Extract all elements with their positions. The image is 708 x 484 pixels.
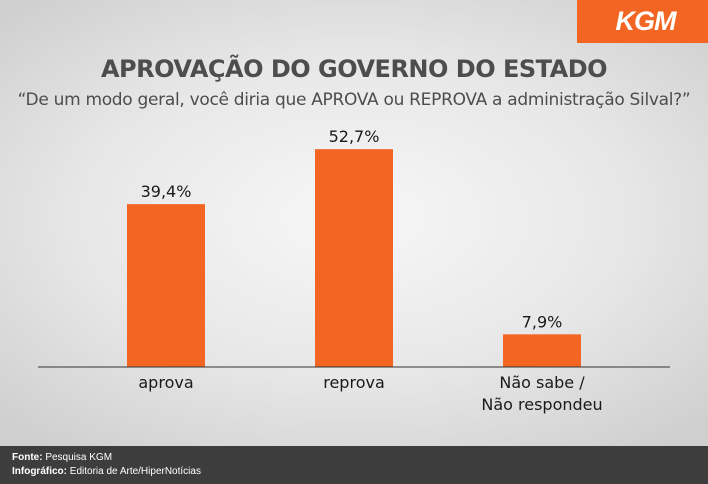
category-label-2-1: Não respondeu xyxy=(481,395,602,414)
chart-subtitle: “De um modo geral, você diria que APROVA… xyxy=(17,90,691,110)
bar-0 xyxy=(127,204,205,367)
source-value: Pesquisa KGM xyxy=(45,452,113,463)
bar-chart: 39,4% aprova 52,7% reprova 7,9% Não sabe / Não… xyxy=(38,127,670,414)
footer: Fonte: Pesquisa KGM Infográfico: Editori… xyxy=(0,446,708,484)
value-label-0: 39,4% xyxy=(141,182,192,201)
chart-title: APROVAÇÃO DO GOVERNO DO ESTADO xyxy=(100,55,608,83)
footer-source: Fonte: Pesquisa KGM xyxy=(12,451,696,465)
bar-1 xyxy=(315,149,393,367)
infographic-value: Editoria de Arte/HiperNotícias xyxy=(69,466,201,477)
infographic-label: Infográfico: xyxy=(12,466,67,477)
value-label-1: 52,7% xyxy=(329,127,380,146)
kgm-logo: KGM xyxy=(577,0,708,43)
labels-group: 39,4% aprova 52,7% reprova 7,9% Não sabe / Não… xyxy=(138,127,602,414)
category-label-0-0: aprova xyxy=(138,373,193,392)
category-label-2-0: Não sabe / xyxy=(499,373,585,392)
value-label-2: 7,9% xyxy=(522,312,563,331)
category-label-1-0: reprova xyxy=(323,373,385,392)
bar-2 xyxy=(503,334,581,367)
footer-infographic: Infográfico: Editoria de Arte/HiperNotíc… xyxy=(12,465,696,479)
source-label: Fonte: xyxy=(12,452,43,463)
bars-group xyxy=(127,149,581,367)
